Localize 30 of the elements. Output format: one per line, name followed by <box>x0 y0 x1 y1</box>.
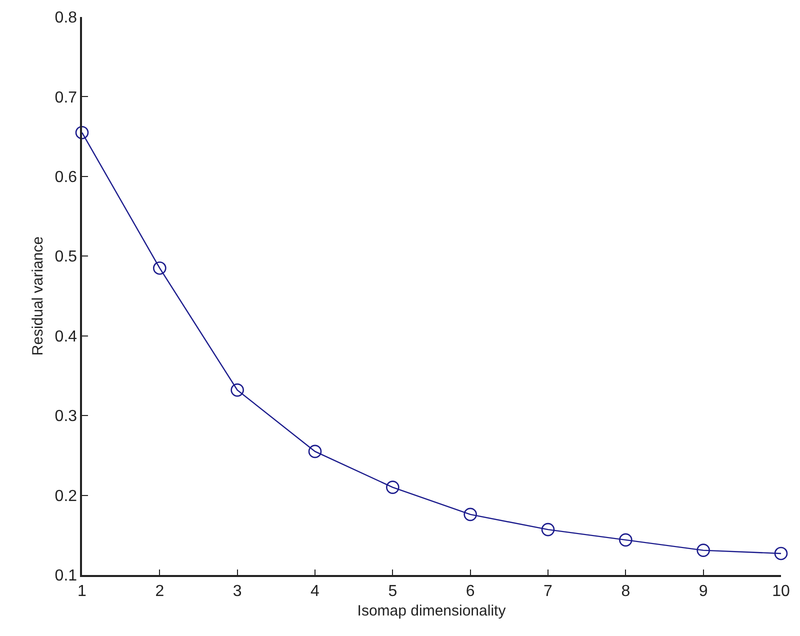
x-tick-label: 1 <box>78 582 87 600</box>
x-tick-label: 2 <box>155 582 164 600</box>
x-tick-label: 10 <box>772 582 790 600</box>
x-tick-label: 6 <box>466 582 475 600</box>
point <box>774 546 788 560</box>
y-tick-label: 0.3 <box>54 408 78 426</box>
x-tick-label: 5 <box>388 582 398 600</box>
point <box>541 522 555 536</box>
point <box>386 480 400 494</box>
x-tick-label: 9 <box>698 582 708 600</box>
x-tick-label: 3 <box>232 582 242 600</box>
point <box>696 544 710 557</box>
point <box>153 261 166 275</box>
y-tick-label: 0.2 <box>54 488 78 505</box>
y-tick-label: 0.4 <box>54 328 78 346</box>
x-axis-title: Isomap dimensionality <box>357 602 506 620</box>
x-tick-label: 7 <box>544 582 553 600</box>
y-tick-label: 0.7 <box>54 89 78 106</box>
point <box>464 508 477 522</box>
y-tick-label: 0.8 <box>54 10 78 27</box>
y-tick-label: 0.1 <box>54 568 78 585</box>
x-tick-label: 8 <box>621 582 630 600</box>
point <box>619 533 632 547</box>
y-axis-title: Residual variance <box>30 236 47 356</box>
point <box>75 126 89 140</box>
y-tick-label: 0.6 <box>54 169 78 186</box>
x-tick-label: 4 <box>310 582 320 600</box>
y-tick-label: 0.5 <box>54 248 78 266</box>
point <box>308 444 322 458</box>
point <box>230 383 244 397</box>
